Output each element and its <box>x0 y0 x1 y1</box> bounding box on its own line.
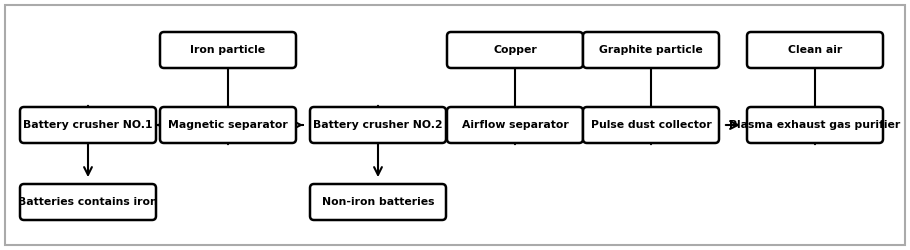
Text: Non-iron batteries: Non-iron batteries <box>322 197 434 207</box>
FancyBboxPatch shape <box>20 184 156 220</box>
FancyBboxPatch shape <box>447 32 583 68</box>
FancyBboxPatch shape <box>583 32 719 68</box>
Text: Battery crusher NO.2: Battery crusher NO.2 <box>313 120 443 130</box>
FancyBboxPatch shape <box>160 32 296 68</box>
FancyBboxPatch shape <box>583 107 719 143</box>
FancyBboxPatch shape <box>447 107 583 143</box>
FancyBboxPatch shape <box>310 184 446 220</box>
Text: Airflow separator: Airflow separator <box>461 120 569 130</box>
Text: Batteries contains iron: Batteries contains iron <box>18 197 157 207</box>
Text: Graphite particle: Graphite particle <box>599 45 703 55</box>
Text: Magnetic separator: Magnetic separator <box>168 120 288 130</box>
FancyBboxPatch shape <box>747 32 883 68</box>
Text: Battery crusher NO.1: Battery crusher NO.1 <box>24 120 153 130</box>
Text: Pulse dust collector: Pulse dust collector <box>591 120 712 130</box>
FancyBboxPatch shape <box>747 107 883 143</box>
FancyBboxPatch shape <box>310 107 446 143</box>
Text: Iron particle: Iron particle <box>190 45 266 55</box>
Text: Plasma exhaust gas purifier: Plasma exhaust gas purifier <box>730 120 901 130</box>
FancyBboxPatch shape <box>160 107 296 143</box>
FancyBboxPatch shape <box>20 107 156 143</box>
Text: Copper: Copper <box>493 45 537 55</box>
Text: Clean air: Clean air <box>788 45 842 55</box>
